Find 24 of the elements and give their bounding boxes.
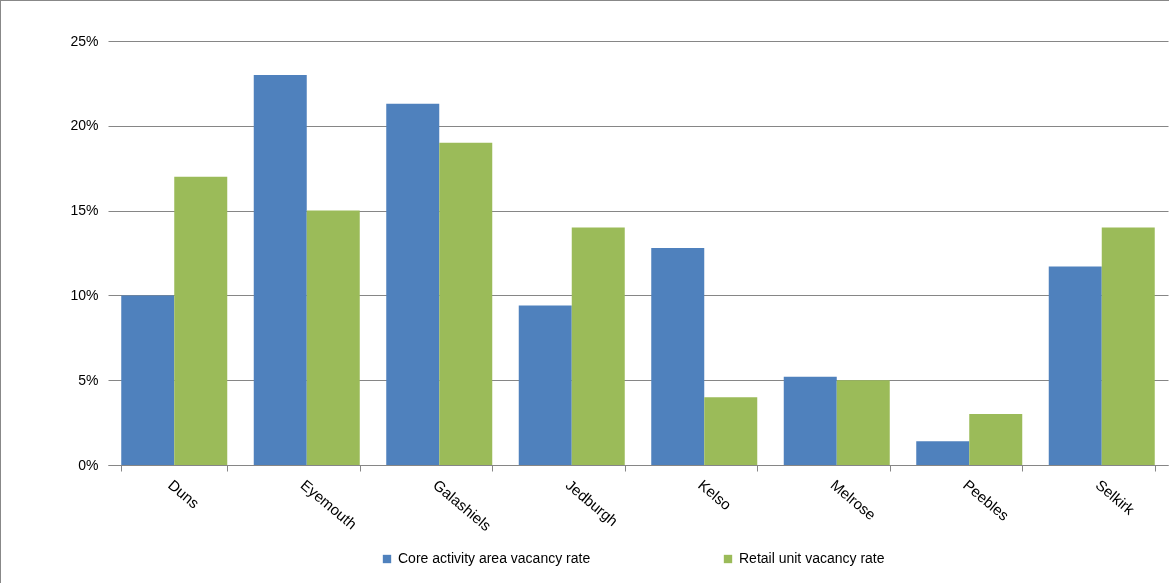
y-tick-label: 10% <box>70 286 99 303</box>
bar <box>783 376 837 465</box>
y-tick-label: 5% <box>78 371 99 388</box>
y-tick-label: 15% <box>70 202 99 219</box>
y-tick-label: 25% <box>70 32 99 49</box>
bar <box>121 295 175 465</box>
bar <box>253 74 307 465</box>
bar <box>518 305 572 465</box>
y-tick-label: 20% <box>70 117 99 134</box>
bar <box>306 210 360 465</box>
legend-label: Retail unit vacancy rate <box>739 550 885 566</box>
legend-label: Core activity area vacancy rate <box>398 550 591 566</box>
bar <box>704 397 758 465</box>
bar <box>386 103 440 465</box>
bar <box>571 227 625 465</box>
bar <box>969 414 1023 465</box>
bar <box>916 441 970 465</box>
bar <box>836 380 890 465</box>
bar <box>439 142 493 465</box>
bar <box>1048 266 1102 465</box>
bar <box>174 176 228 465</box>
bar <box>1101 227 1155 465</box>
y-tick-label: 0% <box>78 456 99 473</box>
bar <box>651 247 705 465</box>
